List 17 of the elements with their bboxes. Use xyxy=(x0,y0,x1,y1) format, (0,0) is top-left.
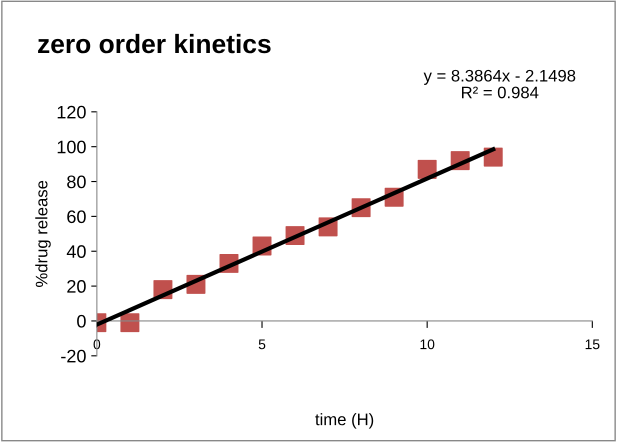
y-tick-label: 80 xyxy=(67,175,86,188)
x-tick-label: 5 xyxy=(258,340,266,350)
x-tick-label: 10 xyxy=(420,339,434,350)
y-tick-label: 100 xyxy=(58,140,86,154)
y-tick-label: 120 xyxy=(58,106,86,119)
chart-title: zero order kinetics xyxy=(38,34,271,54)
y-tick-label: 0 xyxy=(77,314,86,328)
x-axis-title: time (H) xyxy=(315,413,374,429)
y-tick-label: -20 xyxy=(61,350,86,363)
y-tick-label: 60 xyxy=(67,210,86,224)
x-tick-label: 15 xyxy=(586,340,600,350)
x-tick-label: 0 xyxy=(94,339,100,350)
text: y = 8.3864x - 2.1498 R² = 0.984 xyxy=(424,70,576,98)
y-axis-title: %drug release xyxy=(35,180,51,287)
y-tick-label: 20 xyxy=(67,280,86,293)
point xyxy=(120,313,140,332)
y-tick-label: 40 xyxy=(66,245,86,258)
